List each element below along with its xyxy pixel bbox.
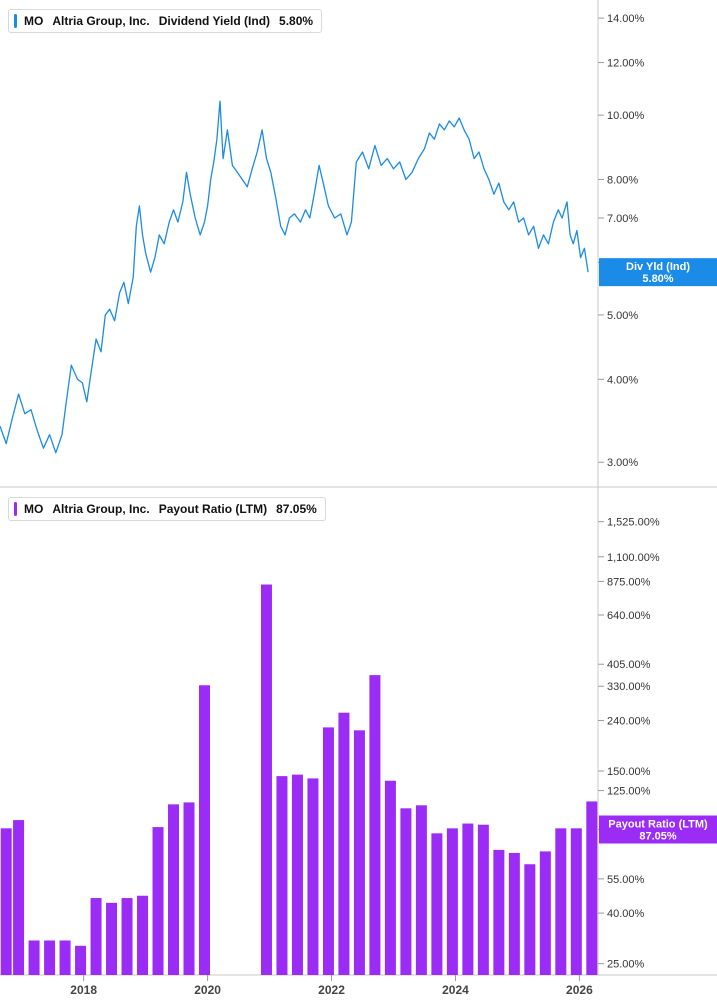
- payout-bar: [137, 895, 149, 975]
- payout-bar: [415, 805, 427, 975]
- payout-y-tick-label: 405.00%: [607, 659, 651, 671]
- payout-bar: [106, 902, 118, 975]
- payout-bar: [570, 828, 582, 975]
- payout-bar: [555, 828, 567, 975]
- payout-legend-metric: Payout Ratio (LTM): [158, 502, 268, 516]
- payout-bar: [0, 828, 12, 975]
- payout-bar: [183, 802, 195, 975]
- yield-legend-symbol: MO: [24, 14, 44, 28]
- payout-bar: [524, 864, 536, 975]
- payout-legend: MO Altria Group, Inc. Payout Ratio (LTM)…: [8, 497, 326, 521]
- yield-legend-company: Altria Group, Inc.: [52, 14, 150, 28]
- yield-y-tick-label: 14.00%: [607, 13, 645, 25]
- payout-bar: [586, 801, 598, 975]
- yield-legend-value: 5.80%: [279, 14, 314, 28]
- payout-bar: [353, 730, 365, 975]
- yield-series-line: [0, 100, 589, 454]
- payout-bar: [198, 685, 210, 975]
- yield-y-tick-label: 8.00%: [607, 174, 638, 186]
- payout-bar: [369, 675, 381, 975]
- payout-bar: [400, 808, 412, 975]
- yield-last-value-badge: [599, 258, 717, 287]
- payout-bar: [260, 584, 272, 975]
- payout-bar: [276, 776, 288, 975]
- yield-y-tick-label: 7.00%: [607, 213, 638, 225]
- yield-last-value-title: Div Yld (Ind): [626, 261, 690, 273]
- payout-bar: [338, 712, 350, 975]
- payout-bar: [13, 820, 25, 975]
- payout-bar: [384, 780, 396, 975]
- yield-legend-swatch: [14, 14, 17, 28]
- payout-bar: [168, 804, 180, 975]
- payout-bar: [477, 824, 489, 975]
- payout-y-tick-label: 875.00%: [607, 576, 651, 588]
- payout-bar: [291, 774, 303, 975]
- payout-y-tick-label: 1,100.00%: [607, 552, 660, 564]
- payout-bar: [462, 823, 474, 975]
- payout-legend-company: Altria Group, Inc.: [52, 502, 150, 516]
- payout-y-tick-label: 25.00%: [607, 959, 645, 971]
- payout-bar: [322, 727, 334, 975]
- yield-y-tick-label: 5.00%: [607, 310, 638, 322]
- yield-y-tick-label: 10.00%: [607, 110, 645, 122]
- payout-y-tick-label: 1,525.00%: [607, 517, 660, 529]
- payout-bar: [90, 898, 102, 975]
- yield-y-tick-label: 3.00%: [607, 457, 638, 469]
- payout-legend-symbol: MO: [24, 502, 44, 516]
- payout-bar: [44, 940, 56, 975]
- payout-y-tick-label: 150.00%: [607, 766, 651, 778]
- payout-y-tick-label: 55.00%: [607, 874, 645, 886]
- payout-bar: [539, 851, 551, 975]
- payout-bar: [152, 827, 164, 975]
- payout-y-tick-label: 125.00%: [607, 786, 651, 798]
- payout-bar: [493, 849, 505, 975]
- payout-bar: [121, 898, 133, 975]
- payout-y-tick-label: 330.00%: [607, 681, 651, 693]
- x-tick-label: 2026: [566, 983, 593, 997]
- payout-legend-value: 87.05%: [276, 502, 317, 516]
- payout-last-value-title: Payout Ratio (LTM): [608, 818, 708, 830]
- payout-legend-swatch: [14, 502, 17, 516]
- x-tick-label: 2024: [442, 983, 469, 997]
- yield-legend: MO Altria Group, Inc. Dividend Yield (In…: [8, 9, 323, 33]
- payout-bar: [431, 833, 443, 975]
- payout-bar: [28, 940, 40, 975]
- payout-bar: [59, 940, 71, 975]
- payout-y-tick-label: 640.00%: [607, 610, 651, 622]
- payout-bar: [75, 945, 87, 975]
- x-tick-label: 2022: [318, 983, 345, 997]
- payout-bar: [446, 828, 458, 975]
- yield-last-value: 5.80%: [642, 273, 673, 285]
- payout-bar: [508, 852, 520, 975]
- x-tick-label: 2018: [70, 983, 97, 997]
- payout-y-tick-label: 40.00%: [607, 908, 645, 920]
- payout-y-tick-label: 240.00%: [607, 715, 651, 727]
- yield-y-tick-label: 12.00%: [607, 58, 645, 70]
- payout-bar: [307, 778, 319, 975]
- payout-last-value: 87.05%: [639, 830, 677, 842]
- payout-last-value-badge: [599, 815, 717, 844]
- x-tick-label: 2020: [194, 983, 221, 997]
- yield-y-tick-label: 4.00%: [607, 374, 638, 386]
- yield-legend-metric: Dividend Yield (Ind): [158, 14, 271, 28]
